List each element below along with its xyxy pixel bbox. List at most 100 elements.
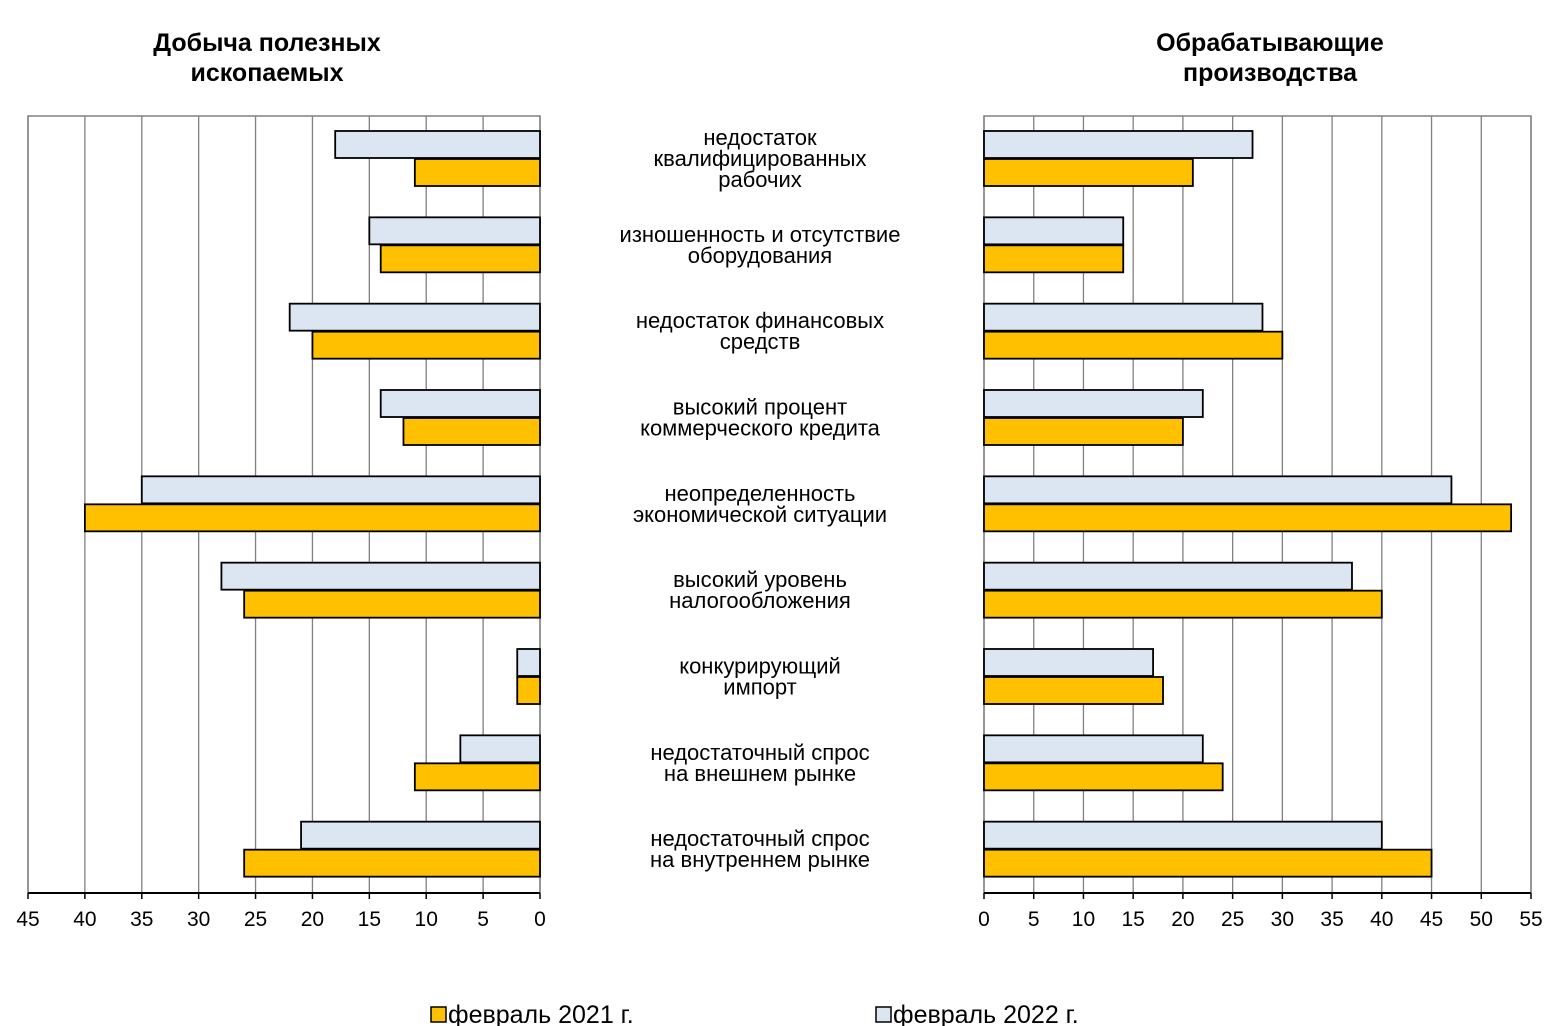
left-bar-2022 — [334, 130, 541, 159]
left-tick-label: 30 — [187, 908, 210, 931]
right-bar-2022 — [983, 130, 1254, 159]
right-bar-2021 — [983, 848, 1433, 878]
right-tick-label: 25 — [1221, 908, 1244, 931]
legend-item-2021: февраль 2021 г. — [430, 1001, 634, 1026]
left-bar-2021 — [516, 676, 541, 705]
right-bar-2021 — [983, 417, 1184, 446]
left-bar-2022 — [516, 648, 541, 677]
category-label-line: коммерческого кредита — [640, 416, 881, 441]
right-bar-2021 — [983, 503, 1513, 533]
left-bar-2022 — [459, 734, 541, 764]
right-bar-2021 — [983, 244, 1125, 274]
legend-label-2021: февраль 2021 г. — [448, 1001, 634, 1026]
right-tick-label: 10 — [1072, 908, 1095, 931]
right-tick-label: 20 — [1171, 908, 1194, 931]
right-title-line-2: производства — [1183, 59, 1358, 87]
right-bar-2022 — [983, 561, 1353, 591]
left-tick-label: 0 — [534, 908, 546, 931]
category-label-line: недостаток финансовых — [636, 308, 884, 333]
left-title-line-2: ископаемых — [190, 59, 343, 87]
category-label: неопределенность экономической ситуации — [633, 481, 887, 527]
right-bar-2022 — [983, 216, 1125, 246]
right-bar-2021 — [983, 330, 1284, 360]
right-tick-label: 15 — [1122, 908, 1145, 931]
right-chart-title: Обрабатывающие производства — [1156, 29, 1384, 87]
right-bar-2021 — [983, 676, 1164, 705]
left-bar-2021 — [379, 244, 541, 274]
left-bar-2022 — [288, 302, 541, 332]
category-label-line: импорт — [723, 675, 796, 700]
category-label-line: изношенность и отсутствие — [620, 222, 901, 247]
left-bar-2022 — [300, 820, 541, 850]
right-bar-2021 — [983, 589, 1383, 619]
legend-label-2022: февраль 2022 г. — [893, 1001, 1079, 1026]
category-label-line: на внешнем рынке — [664, 761, 856, 786]
right-tick-label: 55 — [1519, 908, 1542, 931]
left-title-line-1: Добыча полезных — [153, 29, 381, 57]
right-tick-label: 45 — [1420, 908, 1443, 931]
category-label-line: недостаток — [703, 125, 817, 150]
category-label-line: оборудования — [688, 243, 832, 268]
category-label-line: недостаточный спрос — [650, 740, 869, 765]
left-tick-label: 15 — [358, 908, 381, 931]
right-plot: 0 5 10 15 20 25 30 35 40 45 50 55 — [978, 115, 1543, 931]
category-label: недостаточный спрос на внутреннем рынке — [650, 826, 870, 872]
category-label-line: высокий уровень — [673, 567, 847, 592]
category-label-line: конкурирующий — [679, 654, 841, 679]
category-label-line: на внутреннем рынке — [650, 847, 870, 872]
category-label: конкурирующий импорт — [679, 654, 841, 700]
category-label-line: высокий процент — [673, 395, 848, 420]
right-title-line-1: Обрабатывающие — [1156, 29, 1384, 57]
left-bar-2021 — [402, 417, 541, 446]
left-bar-2021 — [413, 158, 541, 187]
category-label: недостаточный спрос на внешнем рынке — [650, 740, 869, 786]
right-bar-2021 — [983, 158, 1194, 187]
right-tick-label: 0 — [978, 908, 990, 931]
category-label: высокий уровень налогообложения — [669, 567, 851, 613]
left-plot: 45 40 35 30 25 20 15 10 5 0 — [16, 115, 546, 931]
category-label-line: рабочих — [718, 167, 802, 192]
left-bar-2021 — [311, 330, 541, 360]
legend-swatch-2022 — [875, 1006, 892, 1023]
left-tick-label: 10 — [415, 908, 438, 931]
left-bar-2021 — [243, 848, 541, 878]
left-tick-label: 45 — [16, 908, 39, 931]
left-tick-label: 35 — [130, 908, 153, 931]
category-label-line: налогообложения — [669, 588, 851, 613]
left-bar-2021 — [83, 503, 541, 533]
left-tick-label: 40 — [73, 908, 96, 931]
left-chart-title: Добыча полезных ископаемых — [153, 29, 381, 87]
left-tick-label: 20 — [301, 908, 324, 931]
right-bar-2021 — [983, 762, 1224, 792]
left-bar-2021 — [243, 589, 541, 619]
category-label: высокий процент коммерческого кредита — [640, 395, 881, 441]
right-bar-2022 — [983, 475, 1453, 505]
category-label-line: недостаточный спрос — [650, 826, 869, 851]
right-bar-2022 — [983, 648, 1154, 677]
left-bar-2022 — [379, 389, 541, 418]
right-bar-2022 — [983, 734, 1204, 764]
category-label: недостаток финансовых средств — [636, 308, 884, 354]
category-label-line: неопределенность — [664, 481, 855, 506]
right-bar-2022 — [983, 820, 1383, 850]
left-bar-2022 — [140, 475, 541, 505]
left-bar-2021 — [413, 762, 541, 792]
legend-swatch-2021 — [430, 1006, 447, 1023]
right-tick-label: 50 — [1470, 908, 1493, 931]
category-labels: недостаток квалифицированных рабочих изноше… — [620, 125, 901, 872]
legend-item-2022: февраль 2022 г. — [875, 1001, 1079, 1026]
category-label: изношенность и отсутствие оборудования — [620, 222, 901, 268]
legend: февраль 2021 г. февраль 2022 г. — [430, 1001, 1079, 1026]
category-label-line: экономической ситуации — [633, 502, 887, 527]
category-label: недостаток квалифицированных рабочих — [654, 125, 867, 192]
category-label-line: средств — [720, 329, 801, 354]
right-bar-2022 — [983, 389, 1204, 418]
left-bar-2022 — [368, 216, 541, 246]
left-bar-2022 — [220, 561, 541, 591]
right-tick-label: 40 — [1370, 908, 1393, 931]
right-bar-2022 — [983, 302, 1264, 332]
left-tick-label: 5 — [477, 908, 489, 931]
left-tick-label: 25 — [244, 908, 267, 931]
category-label-line: квалифицированных — [654, 146, 867, 171]
